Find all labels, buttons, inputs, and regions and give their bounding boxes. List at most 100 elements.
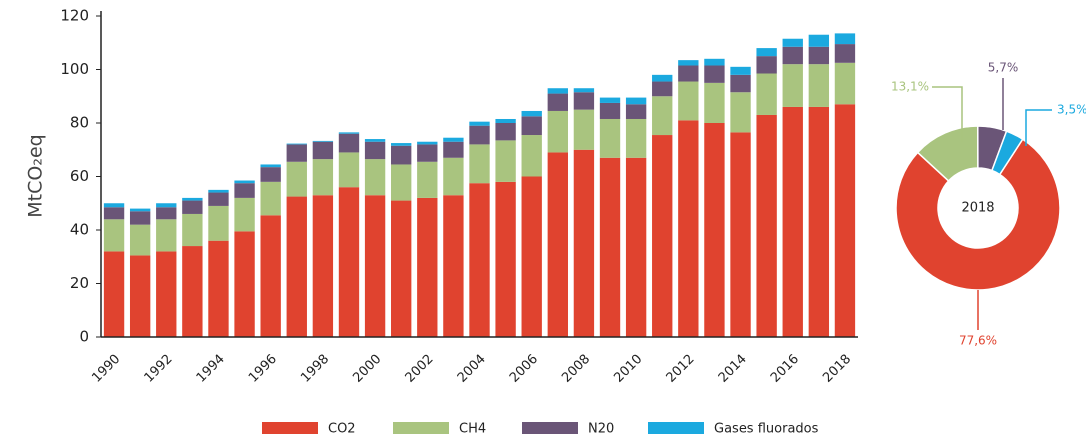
bar-segment [338,187,360,337]
bar-segment [469,183,490,337]
bar-segment [521,176,542,337]
bar-segment [364,141,386,160]
y-tick-label: 0 [79,328,89,346]
bar-segment [625,118,647,158]
bar-segment [103,219,125,252]
bar-segment [129,224,151,256]
x-tick-label: 1994 [194,352,228,386]
bar-segment [704,123,725,337]
bar-segment [286,196,307,337]
bar-segment [260,181,281,216]
bar-segment [103,207,125,220]
x-tick-label: 2012 [664,352,698,386]
bar-segment [599,157,621,337]
bar-segment [469,125,490,145]
bar-segment [182,213,203,247]
x-tick-label: 2008 [559,352,593,386]
x-tick-label: 2002 [403,352,437,386]
bar-segment [547,88,568,94]
bar-segment [156,207,177,220]
bar-segment [808,64,830,107]
bar-segment [208,189,229,193]
bar-segment [103,203,125,208]
bar-segment [391,145,412,165]
donut-value-label: 3,5% [1057,103,1086,117]
bar-segment [391,164,412,201]
bar-segment [756,56,777,74]
y-tick-label: 100 [60,60,89,78]
x-tick-label: 1990 [89,352,123,386]
bar-segment [208,192,229,206]
bar-segment [704,82,725,123]
x-tick-label: 2010 [611,352,645,386]
bar-segment [808,34,830,47]
bar-segment [808,106,830,337]
legend-label: Gases fluorados [714,422,819,437]
bar-segment [182,200,203,214]
bar-segment [521,135,542,177]
y-tick-label: 80 [70,114,89,132]
y-tick-label: 120 [60,7,89,25]
bar-segment [234,197,255,232]
bar-segment [599,102,621,119]
bar-segment [156,219,177,252]
bar-segment [704,58,725,66]
bar-segment [573,109,595,150]
bar-segment [495,118,516,123]
legend-swatch [648,422,704,434]
legend-label: N20 [588,422,614,437]
bar-segment [417,161,438,198]
bar-segment [260,164,281,168]
bar-segment [208,240,229,337]
bar-segment [156,251,177,337]
x-tick-label: 1996 [246,352,280,386]
bar-segment [652,74,673,82]
bar-segment [234,231,255,337]
bar-segment [573,92,595,110]
bar-segment [443,195,464,337]
bar-segment [312,195,334,337]
bar-segment [364,139,386,142]
bar-segment [286,161,307,197]
bar-segment [182,197,203,201]
bar-segment [547,152,568,337]
bar-segment [625,97,647,105]
x-tick-label: 1998 [298,352,332,386]
bar-segment [782,64,803,107]
legend-swatch [262,422,318,434]
x-tick-label: 2004 [455,352,489,386]
bar-segment [756,73,777,115]
legend-label: CO2 [328,422,356,437]
bar-segment [808,46,830,65]
bar-segment [652,81,673,97]
donut-value-label: 77,6% [959,334,997,348]
bar-segment [782,38,803,47]
bar-segment [234,180,255,184]
bar-segment [573,88,595,93]
x-tick-label: 2016 [768,352,802,386]
bar-segment [364,195,386,337]
legend-label: CH4 [459,422,486,437]
bar-segment [129,211,151,225]
leader-line [1025,109,1052,146]
bar-segment [521,110,542,117]
bar-segment [730,92,751,133]
donut-center-label: 2018 [961,201,994,216]
bar-segment [599,118,621,158]
leader-line [932,86,963,142]
donut-value-label: 13,1% [891,80,929,94]
bar-segment [234,183,255,198]
bar-segment [573,149,595,337]
bar-segment [652,135,673,337]
bar-segment [625,157,647,337]
donut-value-label: 5,7% [988,61,1019,75]
bar-segment [730,132,751,337]
bar-segment [286,143,307,145]
bar-segment [652,96,673,136]
bar-segment [495,123,516,141]
bar-segment [756,114,777,337]
bar-segment [834,44,856,63]
x-tick-label: 1992 [142,352,176,386]
bar-segment [129,255,151,337]
